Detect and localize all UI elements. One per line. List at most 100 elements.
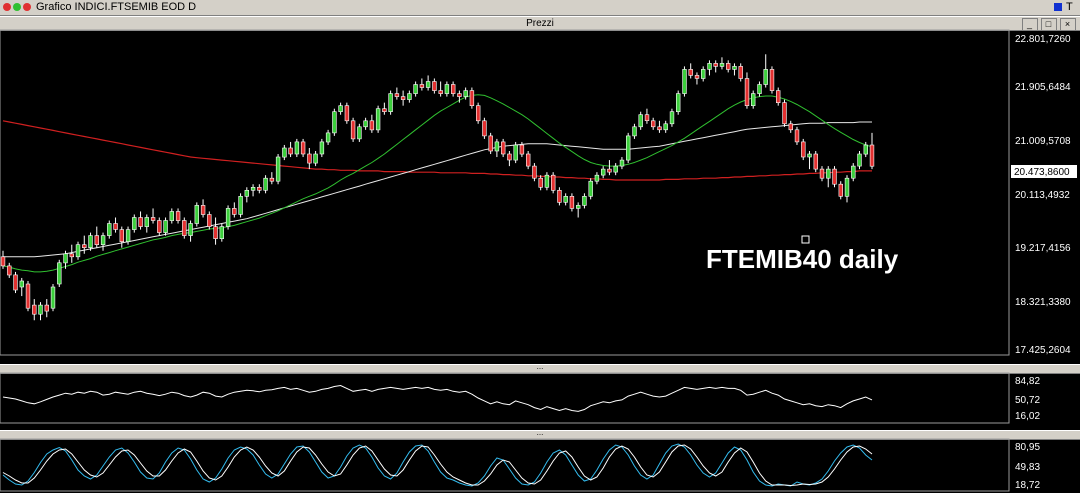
price-tick-label: 19.217,4156 [1015,243,1071,254]
candle-body [438,90,443,94]
candle-body [144,217,149,227]
candle-body [657,126,662,131]
candle-body [575,205,581,209]
candle-body [763,69,768,85]
candle-body [519,144,525,155]
candle-body [163,220,168,233]
price-tick-label: 18.321,3380 [1015,297,1071,308]
candle-body [713,63,718,67]
candle-body [19,280,24,288]
candle-body [532,165,537,179]
price-tick-label: 20.113,4932 [1015,190,1070,201]
window-title: Grafico INDICI.FTSEMIB EOD D [36,1,197,13]
text-tool-icon[interactable]: T [1066,1,1073,13]
candle-body [269,177,275,182]
candle-body [319,141,325,155]
candle-body [257,187,262,191]
oscillator-pane-frame [0,372,1010,424]
maximize-dot-icon[interactable] [13,3,21,11]
maximize-pane-button[interactable]: □ [1041,18,1057,31]
candle-body [425,81,431,88]
candle-body [675,93,681,112]
candle-body [207,214,212,227]
candle-body [169,211,174,221]
status-dot-icon [23,3,31,11]
candle-body [694,75,700,79]
price-tick-label: 22.801,7260 [1015,34,1071,45]
candle-body [363,120,368,128]
stochastic-tick-label: 18,72 [1015,480,1040,491]
sma-mid-line [3,121,872,258]
candle-body [150,217,156,221]
candle-body [844,177,850,197]
candle-body [863,144,869,155]
price-pane-frame [0,29,1010,356]
main-pane-header: Prezzi _ □ × [0,16,1080,31]
candle-body [851,165,856,179]
candle-body [819,168,825,179]
candle-body [588,180,593,197]
candle-body [50,286,56,309]
candle-body [175,211,181,221]
candle-body [813,153,819,170]
candle-body [801,141,806,158]
candle-body [450,84,456,94]
candle-body [625,135,631,161]
stochastic-pane-grip[interactable]: ... [536,428,544,437]
candle-body [350,120,356,140]
price-tick-label: 17.425,2604 [1015,345,1071,356]
candle-body [419,84,425,88]
stochastic-k-line [2,443,873,487]
candle-body [0,256,6,267]
close-dot-icon[interactable] [3,3,11,11]
close-pane-button[interactable]: × [1060,18,1076,31]
color-square-icon[interactable] [1054,3,1062,11]
candle-body [225,208,231,227]
candle-body [769,69,775,91]
stochastic-tick-label: 80,95 [1015,442,1040,453]
candle-body [369,120,375,131]
candle-body [200,205,206,215]
candle-body [563,196,568,203]
candle-body [507,153,512,161]
candle-body [238,196,243,215]
price-tick-label: 21.905,6484 [1015,82,1071,93]
oscillator-tick-label: 16,02 [1015,411,1040,422]
candle-body [294,141,300,155]
last-price-tag [1011,165,1077,178]
candle-body [182,220,187,236]
candle-body [288,147,293,155]
candle-body [757,84,762,94]
candle-body [594,174,600,182]
candle-body [857,153,862,167]
main-pane-title: Prezzi [526,18,554,29]
oscillator-pane-grip[interactable]: ... [536,362,544,371]
candle-body [688,69,693,76]
last-price-label: 20.473,8600 [1014,167,1070,178]
candle-body [632,126,637,137]
candle-body [475,105,481,122]
candle-body [832,168,837,185]
candle-body [157,220,162,233]
candle-body [325,132,331,143]
candle-body [88,235,93,249]
candle-body [400,96,406,100]
candle-body [38,304,43,315]
candle-body [113,223,118,230]
sma-short-line [2,94,873,273]
candle-body [388,93,393,112]
cursor-marker [801,235,810,244]
candle-body [307,153,312,164]
candle-body [719,63,725,67]
candle-body [525,153,531,167]
candle-body [707,63,712,70]
price-tick-label: 21.009,5708 [1015,136,1071,147]
minimize-pane-button[interactable]: _ [1022,18,1038,31]
candle-body [44,304,50,312]
candle-body [357,126,362,140]
candle-body [607,168,612,173]
candle-body [275,156,281,182]
candle-body [700,69,706,79]
candle-body [75,244,81,258]
